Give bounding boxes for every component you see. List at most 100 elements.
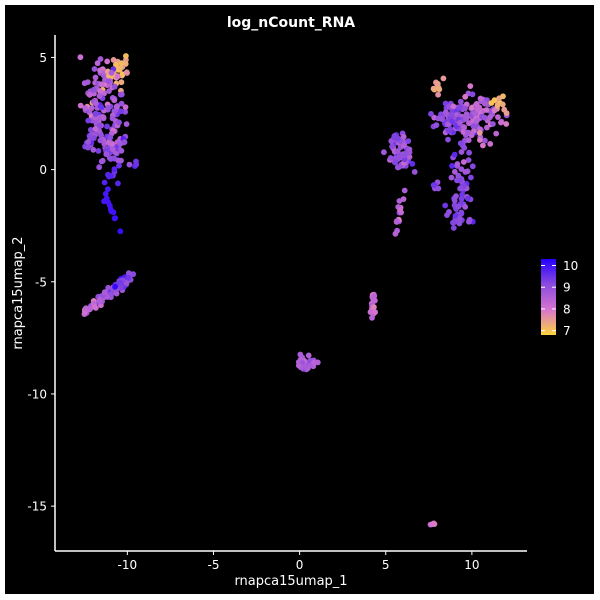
data-point: [405, 138, 412, 145]
data-point: [455, 203, 462, 210]
data-point: [124, 70, 130, 76]
data-point: [91, 304, 98, 310]
data-point: [82, 105, 89, 111]
data-point: [450, 225, 457, 231]
data-point: [484, 124, 490, 131]
data-point: [86, 91, 93, 98]
data-point: [392, 230, 399, 237]
data-point: [499, 101, 506, 108]
data-point: [463, 116, 469, 122]
data-point: [397, 207, 403, 213]
data-point: [117, 64, 124, 71]
y-tick-label: 0: [39, 163, 47, 177]
data-point: [391, 134, 398, 141]
data-point: [457, 98, 464, 105]
data-point: [110, 57, 117, 63]
data-point: [436, 86, 443, 93]
data-point: [396, 198, 403, 204]
data-point: [112, 283, 118, 290]
data-point: [118, 79, 125, 86]
data-point: [121, 139, 128, 146]
data-point: [96, 297, 103, 304]
data-point: [451, 197, 458, 204]
data-point: [458, 166, 465, 173]
data-point: [106, 88, 112, 94]
data-point: [439, 116, 445, 122]
data-point: [480, 142, 486, 149]
data-point: [400, 142, 407, 149]
x-tick-label: 0: [296, 558, 304, 572]
data-point: [435, 185, 442, 192]
data-point: [107, 173, 114, 179]
y-ticks: 5 0 -5 -10 -15: [27, 51, 55, 514]
data-point: [119, 71, 126, 78]
data-point: [458, 149, 465, 155]
chart-title: log_nCount_RNA: [227, 15, 355, 31]
data-point: [109, 146, 116, 153]
data-point: [461, 124, 467, 131]
data-point: [500, 93, 506, 100]
x-tick-label: 5: [382, 558, 390, 572]
data-point: [463, 111, 470, 117]
data-point: [487, 114, 493, 121]
data-point: [491, 107, 498, 114]
data-point: [401, 156, 408, 163]
data-point: [104, 58, 111, 65]
data-point: [108, 291, 114, 298]
data-point: [98, 81, 105, 88]
data-point: [447, 126, 454, 132]
x-tick-label: -5: [207, 558, 219, 572]
data-point: [105, 139, 112, 146]
data-point: [110, 209, 117, 216]
data-point: [87, 134, 94, 141]
data-point: [111, 166, 118, 173]
data-point: [503, 110, 510, 116]
data-point: [430, 85, 437, 92]
data-point: [450, 219, 456, 226]
data-point: [481, 114, 488, 121]
data-point: [117, 91, 124, 98]
data-point: [456, 220, 463, 227]
data-point: [94, 60, 101, 67]
data-point: [90, 86, 97, 93]
data-point: [450, 103, 457, 110]
data-point: [117, 279, 124, 286]
data-point: [98, 158, 105, 165]
data-point: [466, 120, 472, 127]
colorbar-tick-label: 7: [563, 324, 571, 338]
data-point: [462, 93, 469, 100]
data-point: [460, 159, 467, 165]
data-point: [111, 97, 118, 104]
data-point: [442, 109, 449, 116]
data-point: [370, 293, 377, 300]
y-tick-label: -10: [27, 387, 47, 401]
data-point: [482, 137, 488, 144]
data-point: [465, 195, 471, 202]
data-point: [115, 180, 121, 187]
data-point: [77, 54, 84, 61]
x-ticks: -10 -5 0 5 10: [118, 551, 480, 572]
data-point: [429, 521, 436, 527]
data-point: [402, 151, 409, 158]
data-point: [85, 144, 91, 151]
scatter-chart: log_nCount_RNA -10 -5 0 5 10 5 0 -5 -10 -15 rnap…: [11, 15, 578, 589]
data-point: [392, 155, 399, 162]
data-point: [457, 185, 463, 192]
data-point: [126, 161, 133, 168]
data-point: [455, 172, 462, 179]
data-point: [462, 204, 469, 210]
data-point: [461, 145, 468, 151]
data-point: [105, 78, 112, 85]
data-point: [457, 105, 464, 111]
data-point: [451, 151, 458, 158]
data-point: [401, 187, 408, 194]
data-point: [305, 352, 312, 359]
data-point: [448, 174, 455, 181]
colorbar-tick-label: 10: [563, 259, 578, 273]
data-point: [400, 133, 407, 140]
data-point: [494, 102, 501, 109]
data-point: [458, 209, 465, 216]
data-point: [466, 218, 472, 225]
data-point: [469, 163, 476, 170]
